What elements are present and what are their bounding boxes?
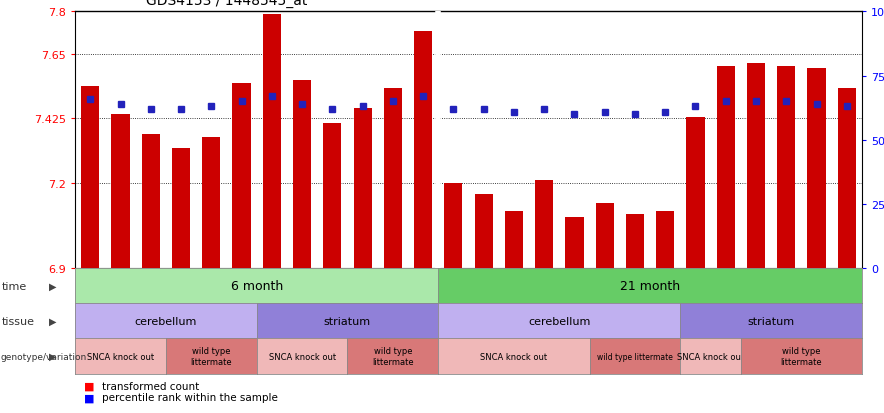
Bar [111, 115, 130, 268]
Text: ▶: ▶ [49, 316, 56, 326]
Bar [566, 217, 583, 268]
Bar [807, 69, 826, 268]
Text: SNCA knock out: SNCA knock out [87, 352, 154, 361]
Bar [596, 203, 613, 268]
Text: ▶: ▶ [49, 281, 56, 291]
Bar [656, 211, 674, 268]
Bar [384, 89, 402, 268]
Text: wild type
littermate: wild type littermate [781, 346, 822, 366]
Bar [324, 123, 341, 268]
Bar [535, 180, 553, 268]
Text: 21 month: 21 month [620, 280, 680, 292]
Text: cerebellum: cerebellum [134, 316, 197, 326]
Text: ■: ■ [84, 392, 95, 402]
Bar [838, 89, 856, 268]
Bar [777, 66, 796, 268]
Text: GDS4153 / 1448545_at: GDS4153 / 1448545_at [146, 0, 308, 8]
Bar [81, 86, 99, 268]
Bar [445, 183, 462, 268]
Bar [717, 66, 735, 268]
Bar [626, 214, 644, 268]
Bar [141, 135, 160, 268]
Text: percentile rank within the sample: percentile rank within the sample [102, 392, 278, 402]
Bar [747, 64, 765, 268]
Bar [202, 138, 220, 268]
Bar [354, 109, 371, 268]
Bar [172, 149, 190, 268]
Bar [414, 32, 432, 268]
Bar [505, 211, 523, 268]
Bar [686, 118, 705, 268]
Text: tissue: tissue [2, 316, 34, 326]
Bar [232, 83, 251, 268]
Text: SNCA knock out: SNCA knock out [480, 352, 547, 361]
Text: cerebellum: cerebellum [528, 316, 591, 326]
Text: wild type littermate: wild type littermate [597, 352, 673, 361]
Text: genotype/variation: genotype/variation [1, 352, 88, 361]
Text: striatum: striatum [324, 316, 371, 326]
Bar [293, 81, 311, 268]
Text: time: time [2, 281, 27, 291]
Text: SNCA knock out: SNCA knock out [677, 352, 744, 361]
Bar [475, 195, 492, 268]
Text: wild type
littermate: wild type littermate [190, 346, 232, 366]
Text: striatum: striatum [748, 316, 795, 326]
Text: wild type
littermate: wild type littermate [372, 346, 414, 366]
Bar [263, 15, 281, 268]
Text: transformed count: transformed count [102, 381, 199, 391]
Text: ▶: ▶ [49, 351, 56, 361]
Text: 6 month: 6 month [231, 280, 283, 292]
Text: SNCA knock out: SNCA knock out [269, 352, 336, 361]
Text: ■: ■ [84, 381, 95, 391]
